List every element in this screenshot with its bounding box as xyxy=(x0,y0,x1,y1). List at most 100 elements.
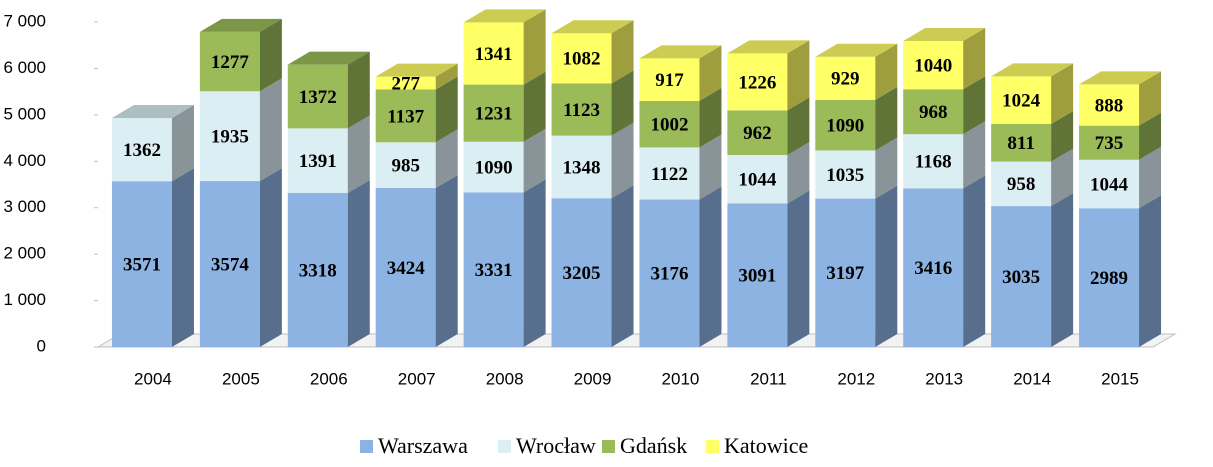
bar-top xyxy=(815,43,898,57)
bar-segment xyxy=(375,63,458,90)
bar-segment xyxy=(815,43,898,100)
data-label: 888 xyxy=(1095,95,1124,116)
legend-swatch xyxy=(602,440,615,453)
bar-segment xyxy=(199,78,282,182)
bar-segment xyxy=(639,134,722,200)
bar-front xyxy=(1079,208,1140,347)
bar-top xyxy=(727,40,810,54)
bar-segment xyxy=(199,168,282,347)
data-label: 3571 xyxy=(123,254,161,275)
x-tick-label: 2006 xyxy=(310,369,348,388)
data-label: 1341 xyxy=(475,44,513,65)
x-tick-label: 2013 xyxy=(925,369,963,388)
bar-top xyxy=(287,51,370,65)
data-label: 3091 xyxy=(738,266,776,287)
data-label: 3416 xyxy=(914,258,952,279)
bar-front xyxy=(815,99,876,151)
data-label: 735 xyxy=(1095,133,1124,154)
bar-front xyxy=(1079,84,1140,126)
bar-side xyxy=(699,134,722,200)
bar-top xyxy=(639,45,722,59)
bar-front xyxy=(639,147,700,200)
bar-front xyxy=(375,188,436,347)
bar-segment xyxy=(727,142,810,204)
bar-top xyxy=(1079,71,1162,85)
bar-segment xyxy=(111,104,194,182)
bar-front xyxy=(551,198,612,347)
bar-segment xyxy=(375,129,458,189)
bar-front xyxy=(991,206,1052,347)
data-label: 1231 xyxy=(475,104,513,125)
bar-side xyxy=(1139,71,1162,126)
bar-segment xyxy=(199,18,282,92)
data-label: 1035 xyxy=(826,165,864,186)
legend-label: Wrocław xyxy=(516,433,596,458)
bar-side xyxy=(699,186,722,347)
bar-side xyxy=(523,71,546,142)
data-label: 1123 xyxy=(563,100,600,121)
bar-side xyxy=(875,86,898,151)
x-tick-label: 2015 xyxy=(1101,369,1139,388)
data-label: 3318 xyxy=(299,260,337,281)
bar-side xyxy=(1051,148,1074,207)
bar-side xyxy=(963,121,986,189)
x-tick-label: 2008 xyxy=(486,369,524,388)
y-tick-label: 5 000 xyxy=(3,104,46,123)
bar-front xyxy=(199,31,260,92)
data-label: 1137 xyxy=(387,106,424,127)
bar-side xyxy=(523,128,546,193)
bar-segment xyxy=(991,110,1074,162)
bar-front xyxy=(727,203,788,347)
data-label: 1362 xyxy=(123,140,161,161)
bar-front xyxy=(375,89,436,143)
y-tick-label: 0 xyxy=(37,336,46,355)
bar-front xyxy=(815,56,876,100)
bar-segment xyxy=(991,63,1074,124)
bar-front xyxy=(727,53,788,111)
data-label: 1122 xyxy=(651,164,688,185)
bar-top xyxy=(903,27,986,41)
bar-side xyxy=(1051,110,1074,162)
data-label: 1082 xyxy=(563,49,601,70)
bar-side xyxy=(347,51,370,129)
bar-front xyxy=(1079,159,1140,209)
data-label: 277 xyxy=(391,73,420,94)
bar-front xyxy=(551,83,612,136)
bar-front xyxy=(639,100,700,148)
bar-side xyxy=(611,185,634,347)
bar-front xyxy=(815,198,876,347)
bar-front xyxy=(199,91,260,182)
bar-segment xyxy=(1079,146,1162,209)
bar-side xyxy=(259,78,282,182)
bar-front xyxy=(111,117,172,182)
data-label: 2989 xyxy=(1090,268,1128,289)
bar-segment xyxy=(639,186,722,347)
data-label: 1348 xyxy=(563,157,601,178)
data-label: 1277 xyxy=(211,52,250,73)
bar-side xyxy=(259,168,282,347)
bar-top xyxy=(551,20,634,34)
bar-side xyxy=(259,18,282,92)
data-label: 3205 xyxy=(563,263,601,284)
x-tick-label: 2007 xyxy=(398,369,436,388)
bar-front xyxy=(903,134,964,189)
data-label: 3176 xyxy=(650,264,688,285)
bar-side xyxy=(787,142,810,204)
bar-segment xyxy=(1079,112,1162,160)
bar-segment xyxy=(991,148,1074,207)
bar-segment xyxy=(375,175,458,347)
bar-segment xyxy=(463,179,546,347)
legend-swatch xyxy=(360,440,373,453)
bar-side xyxy=(875,137,898,199)
bar-side xyxy=(611,122,634,199)
bar-front xyxy=(463,84,524,142)
y-tick-label: 4 000 xyxy=(3,151,46,170)
bar-top xyxy=(111,104,194,118)
data-label: 1002 xyxy=(650,115,688,136)
data-label: 3197 xyxy=(826,263,865,284)
data-label: 968 xyxy=(919,102,948,123)
x-tick-label: 2004 xyxy=(134,369,172,388)
bar-segment xyxy=(727,190,810,347)
bar-side xyxy=(1139,146,1162,209)
